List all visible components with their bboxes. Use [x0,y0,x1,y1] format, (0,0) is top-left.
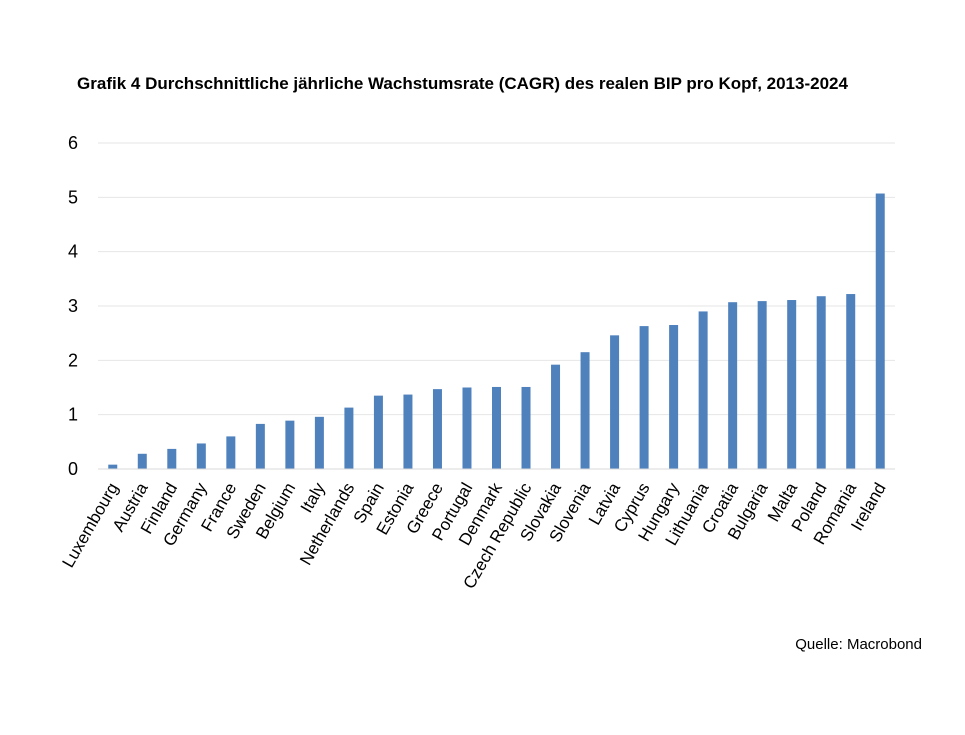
bar [373,395,383,469]
bar [580,352,590,469]
bar [787,300,797,469]
y-tick-label: 0 [68,459,78,479]
bar [846,294,856,469]
y-tick-label: 2 [68,350,78,370]
y-axis-ticks: 0 1 2 3 4 5 6 [68,133,78,479]
bar [226,436,236,469]
y-tick-label: 1 [68,405,78,425]
bar [757,301,767,469]
bar [492,386,501,469]
bar [432,389,442,469]
bar [108,464,118,469]
source-note: Quelle: Macrobond [795,636,922,653]
bar [314,416,324,469]
bar [698,311,708,469]
bar [669,325,679,469]
y-tick-label: 4 [68,242,78,262]
y-tick-label: 5 [68,187,78,207]
bar [344,407,354,469]
bar [137,453,147,469]
bar [167,448,177,469]
y-tick-label: 3 [68,296,78,316]
bar [521,386,531,469]
bar [255,423,265,469]
bar [462,387,472,469]
bar [403,394,413,469]
bars [108,193,885,469]
bar [816,296,826,469]
bar [610,335,620,469]
bar [196,443,206,469]
chart-title: Grafik 4 Durchschnittliche jährliche Wac… [77,74,848,93]
y-tick-label: 6 [68,133,78,153]
bar [875,193,885,469]
x-axis-labels: LuxembourgAustriaFinlandGermanyFranceSwe… [59,479,890,592]
bar [639,326,649,469]
bar [285,420,295,469]
bar [728,302,738,469]
gridlines [98,142,895,416]
bar [551,364,561,469]
